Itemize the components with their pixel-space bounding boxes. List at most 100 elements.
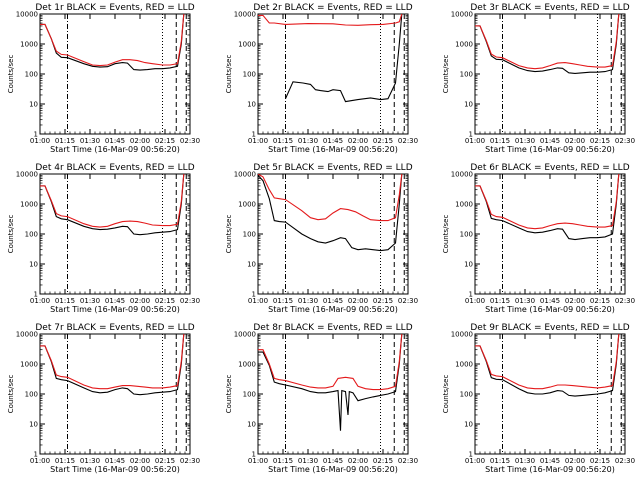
y-tick-label: 1 [34,291,38,299]
series-lld-line [40,334,185,390]
y-tick-label: 1 [34,131,38,139]
y-tick-label: 1 [252,131,256,139]
panel-det-8: Det 8r BLACK = Events, RED = LLD 1 10 100 10… [225,323,418,474]
series-lld-line [258,14,403,26]
panel-det-7: Det 7r BLACK = Events, RED = LLD 1 10 100 10… [7,323,200,474]
x-tick-label: 01:45 [540,137,560,145]
x-tick-label: 01:45 [323,297,343,305]
x-tick-label: 02:30 [398,457,418,465]
y-axis-label: Counts/sec [225,215,233,254]
series-lld-line [475,14,620,70]
x-tick-label: 02:30 [615,297,635,305]
x-tick-label: 02:00 [348,137,368,145]
x-tick-label: 01:30 [298,457,318,465]
y-tick-label: 1 [252,291,256,299]
y-tick-label: 1000 [20,201,38,209]
x-tick-label: 01:15 [55,137,75,145]
y-tick-label: 10 [464,421,473,429]
series-events-line [40,174,185,236]
x-tick-label: 01:00 [248,457,268,465]
y-tick-label: 100 [243,391,256,399]
y-axis-label: Counts/sec [442,55,450,94]
y-tick-label: 10000 [234,171,256,179]
x-tick-label: 02:30 [615,137,635,145]
x-tick-label: 02:00 [565,457,585,465]
y-tick-label: 1 [34,451,38,459]
y-tick-label: 100 [460,231,473,239]
x-tick-label: 02:00 [565,297,585,305]
y-tick-label: 1 [469,131,473,139]
panel-title: Det 2r BLACK = Events, RED = LLD [253,3,412,13]
y-tick-label: 100 [25,231,38,239]
axes-frame [39,333,191,455]
x-tick-label: 01:00 [30,297,50,305]
series-events-line [258,334,403,431]
y-tick-label: 100 [243,231,256,239]
axes-frame [474,173,626,295]
y-tick-label: 10000 [16,171,38,179]
x-tick-label: 01:45 [540,297,560,305]
panel-det-4: Det 4r BLACK = Events, RED = LLD 1 10 100 10… [7,163,200,314]
x-tick-label: 01:45 [323,457,343,465]
x-tick-label: 01:00 [465,297,485,305]
y-tick-label: 100 [460,71,473,79]
x-tick-label: 01:00 [248,137,268,145]
x-axis-label: Start Time (16-Mar-09 00:56:20) [268,305,398,314]
panel-det-9: Det 9r BLACK = Events, RED = LLD 1 10 100 10… [442,323,635,474]
x-tick-label: 01:45 [105,137,125,145]
y-tick-label: 1000 [455,201,473,209]
x-tick-label: 01:15 [273,137,293,145]
series-lld-line [40,14,185,67]
y-axis-label: Counts/sec [225,55,233,94]
axes-frame [474,333,626,455]
x-tick-label: 02:30 [398,297,418,305]
y-tick-label: 10000 [451,11,473,19]
axes-frame [39,173,191,295]
y-tick-label: 1000 [238,41,256,49]
x-tick-label: 02:00 [565,137,585,145]
x-tick-label: 02:15 [155,457,175,465]
x-tick-label: 01:00 [30,137,50,145]
y-tick-label: 10 [464,261,473,269]
y-axis-label: Counts/sec [7,55,15,94]
series-lld-line [475,334,620,390]
series-lld-line [258,174,403,222]
y-tick-label: 10000 [451,331,473,339]
x-axis-label: Start Time (16-Mar-09 00:56:20) [268,145,398,154]
x-axis-label: Start Time (16-Mar-09 00:56:20) [50,465,180,474]
panel-title: Det 6r BLACK = Events, RED = LLD [470,163,629,173]
x-tick-label: 01:00 [465,457,485,465]
x-tick-label: 02:15 [373,457,393,465]
panel-title: Det 1r BLACK = Events, RED = LLD [35,3,194,13]
panel-title: Det 4r BLACK = Events, RED = LLD [35,163,194,173]
series-events-line [475,14,620,74]
x-tick-label: 01:15 [490,297,510,305]
y-tick-label: 10 [29,421,38,429]
x-tick-label: 01:15 [273,297,293,305]
x-tick-label: 02:00 [130,297,150,305]
x-tick-label: 01:45 [540,457,560,465]
x-tick-label: 02:15 [590,297,610,305]
panel-title: Det 3r BLACK = Events, RED = LLD [470,3,629,13]
y-tick-label: 100 [25,71,38,79]
y-tick-label: 10 [247,101,256,109]
x-axis-label: Start Time (16-Mar-09 00:56:20) [485,305,615,314]
y-tick-label: 10 [247,261,256,269]
y-tick-label: 1000 [455,361,473,369]
x-tick-label: 02:00 [348,297,368,305]
panel-det-5: Det 5r BLACK = Events, RED = LLD 1 10 100 10… [225,163,418,314]
y-axis-label: Counts/sec [7,215,15,254]
series-lld-line [40,174,185,228]
series-events-line [475,334,620,397]
series-lld-line [258,334,403,391]
x-tick-label: 01:45 [105,457,125,465]
series-events-line [475,174,620,241]
series-events-line [258,174,403,252]
y-axis-label: Counts/sec [442,375,450,414]
panel-det-6: Det 6r BLACK = Events, RED = LLD 1 10 100 10… [442,163,635,314]
y-tick-label: 1000 [20,361,38,369]
x-tick-label: 02:30 [180,297,200,305]
y-tick-label: 100 [460,391,473,399]
x-tick-label: 02:15 [155,297,175,305]
